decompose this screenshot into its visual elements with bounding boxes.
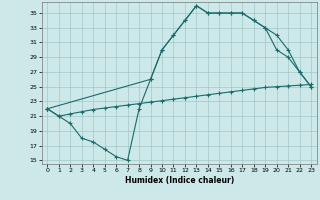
X-axis label: Humidex (Indice chaleur): Humidex (Indice chaleur) [124,176,234,185]
